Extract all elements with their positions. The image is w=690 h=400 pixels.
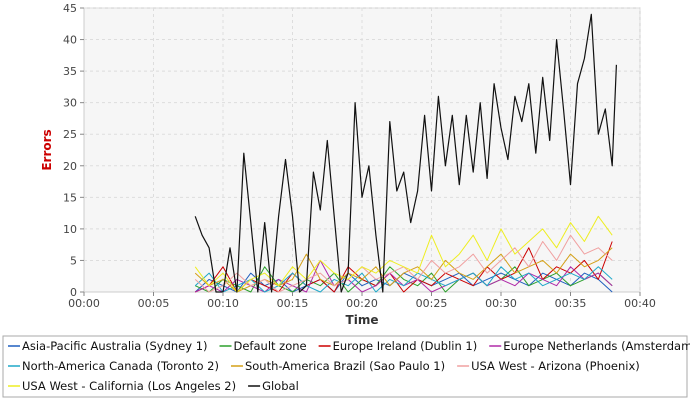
x-tick-label: 00:00 xyxy=(68,297,100,310)
series-line-8 xyxy=(194,13,617,293)
y-tick-label: 30 xyxy=(63,97,77,110)
legend: Asia-Pacific Australia (Sydney 1) Default… xyxy=(8,339,690,393)
y-axis-ticks: 0 5 10 15 20 25 30 35 40 45 xyxy=(63,2,84,299)
x-tick-label: 00:30 xyxy=(485,297,517,310)
y-tick-label: 25 xyxy=(63,128,77,141)
y-axis-title: Errors xyxy=(40,129,54,170)
series-line-7 xyxy=(194,215,613,293)
legend-item-0: Asia-Pacific Australia (Sydney 1) xyxy=(8,339,208,353)
legend-item-7: USA West - California (Los Angeles 2) xyxy=(8,379,236,393)
legend-item-6: USA West - Arizona (Phoenix) xyxy=(457,359,640,373)
x-axis-ticks: 00:00 00:05 00:10 00:15 00:20 00:25 00:30 00:35… xyxy=(68,292,656,310)
legend-item-3: Europe Netherlands (Amsterdam 2) xyxy=(489,339,690,353)
y-tick-label: 10 xyxy=(63,223,77,236)
legend-label: USA West - California (Los Angeles 2) xyxy=(22,379,236,393)
legend-item-5: South-America Brazil (Sao Paulo 1) xyxy=(230,359,445,373)
y-tick-label: 45 xyxy=(63,2,77,15)
x-tick-label: 00:35 xyxy=(555,297,587,310)
legend-label: USA West - Arizona (Phoenix) xyxy=(471,359,640,373)
legend-box xyxy=(2,335,688,398)
y-tick-label: 35 xyxy=(63,65,77,78)
legend-label: Europe Netherlands (Amsterdam 2) xyxy=(503,339,690,353)
x-tick-label: 00:20 xyxy=(346,297,378,310)
legend-item-4: North-America Canada (Toronto 2) xyxy=(8,359,219,373)
legend-label: Europe Ireland (Dublin 1) xyxy=(333,339,478,353)
series-line-4 xyxy=(194,266,613,293)
legend-item-1: Default zone xyxy=(219,339,307,353)
x-tick-label: 00:15 xyxy=(277,297,309,310)
y-tick-label: 0 xyxy=(70,286,77,299)
y-tick-label: 15 xyxy=(63,191,77,204)
legend-label: Asia-Pacific Australia (Sydney 1) xyxy=(22,339,208,353)
x-axis-title: Time xyxy=(346,313,379,327)
x-tick-label: 00:05 xyxy=(138,297,170,310)
x-tick-label: 00:25 xyxy=(416,297,448,310)
legend-item-8: Global xyxy=(248,379,299,393)
legend-item-2: Europe Ireland (Dublin 1) xyxy=(318,339,478,353)
legend-label: Default zone xyxy=(234,339,307,353)
legend-label: North-America Canada (Toronto 2) xyxy=(22,359,219,373)
legend-label: Global xyxy=(262,379,299,393)
y-tick-label: 20 xyxy=(63,160,77,173)
grid-lines xyxy=(84,7,641,292)
y-tick-label: 40 xyxy=(63,34,77,47)
x-tick-label: 00:40 xyxy=(624,297,656,310)
legend-label: South-America Brazil (Sao Paulo 1) xyxy=(245,359,445,373)
series-lines xyxy=(194,13,617,293)
x-tick-label: 00:10 xyxy=(207,297,239,310)
y-tick-label: 5 xyxy=(70,254,77,267)
